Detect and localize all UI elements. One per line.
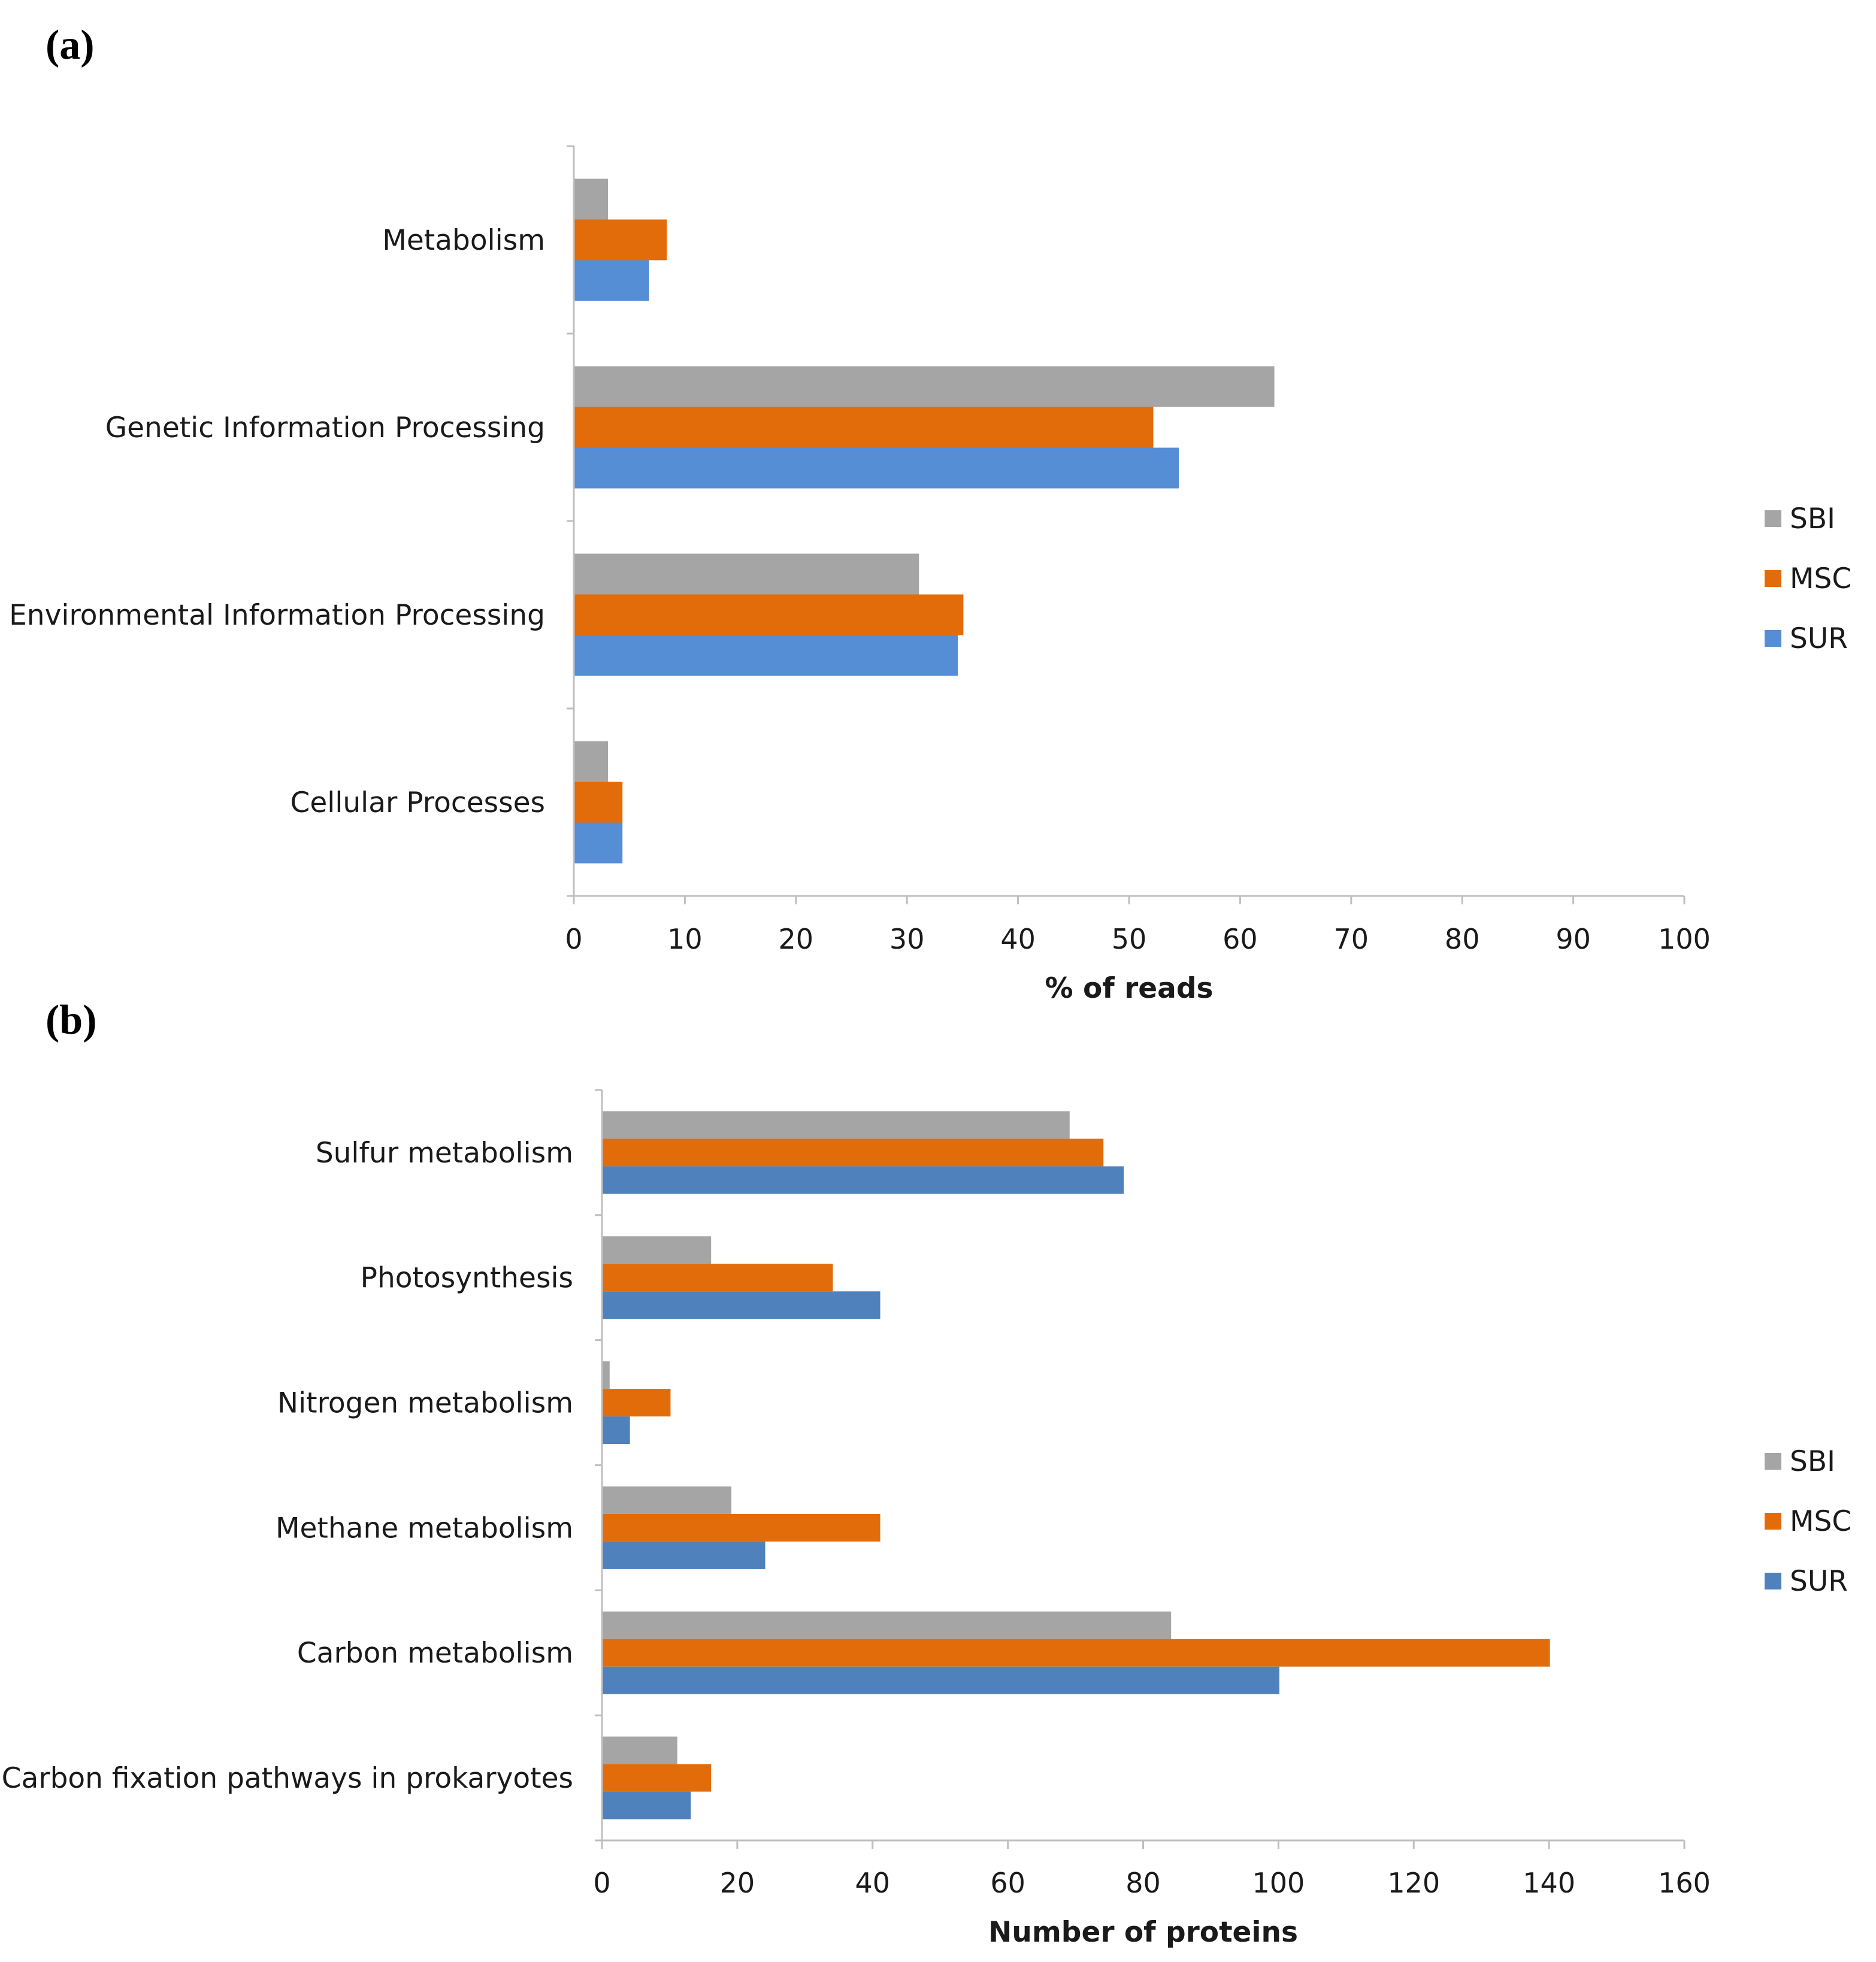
category-label-sulfur-metabolism: Sulfur metabolism xyxy=(316,1137,573,1170)
x-tick-label-a: 10 xyxy=(667,923,703,955)
bar-b-carbon-metabolism-msc xyxy=(603,1639,1550,1667)
category-label-environmental-information-processing: Environmental Information Processing xyxy=(9,599,545,632)
x-axis-title-b: Number of proteins xyxy=(988,1916,1298,1949)
bar-b-carbon-fixation-pathways-in-prokaryotes-msc xyxy=(603,1764,712,1792)
legend-swatch-b-sur xyxy=(1765,1573,1781,1589)
x-tick-label-b: 160 xyxy=(1658,1867,1711,1899)
legend-label-b-msc: MSC xyxy=(1790,1505,1851,1538)
legend-label-b-sur: SUR xyxy=(1790,1565,1848,1598)
x-tick-label-b: 140 xyxy=(1523,1867,1575,1899)
x-tick-label-a: 50 xyxy=(1112,923,1147,955)
bar-a-cellular-processes-sur xyxy=(574,822,623,864)
bar-a-genetic-information-processing-msc xyxy=(574,407,1154,448)
x-tick-label-a: 0 xyxy=(565,923,582,955)
x-tick-label-a: 30 xyxy=(889,923,925,955)
bar-b-methane-metabolism-sur xyxy=(603,1541,765,1569)
bar-a-environmental-information-processing-sur xyxy=(574,635,958,676)
bar-b-photosynthesis-msc xyxy=(603,1264,833,1292)
bar-a-cellular-processes-sbi xyxy=(574,741,609,782)
category-label-carbon-fixation-pathways-in-prokaryotes: Carbon fixation pathways in prokaryotes xyxy=(2,1762,573,1795)
category-label-genetic-information-processing: Genetic Information Processing xyxy=(105,411,545,444)
bar-b-sulfur-metabolism-sbi xyxy=(603,1111,1070,1139)
legend-label-a-sbi: SBI xyxy=(1790,502,1835,535)
x-tick-label-a: 40 xyxy=(1000,923,1036,955)
x-tick-label-a: 60 xyxy=(1223,923,1258,955)
category-label-nitrogen-metabolism: Nitrogen metabolism xyxy=(277,1387,573,1420)
bar-a-metabolism-sur xyxy=(574,260,649,301)
legend-swatch-a-sur xyxy=(1765,630,1781,647)
bar-b-nitrogen-metabolism-sbi xyxy=(603,1361,610,1389)
panel-a-label: (a) xyxy=(46,22,95,68)
legend-swatch-b-sbi xyxy=(1765,1453,1781,1470)
category-label-cellular-processes: Cellular Processes xyxy=(291,786,545,819)
x-tick-label-b: 20 xyxy=(720,1867,755,1899)
bar-b-photosynthesis-sur xyxy=(603,1291,880,1319)
bar-b-methane-metabolism-sbi xyxy=(603,1486,732,1514)
category-label-metabolism: Metabolism xyxy=(382,224,545,257)
x-tick-label-a: 70 xyxy=(1334,923,1369,955)
legend-swatch-a-sbi xyxy=(1765,510,1781,527)
bar-a-environmental-information-processing-sbi xyxy=(574,553,919,595)
bar-b-carbon-metabolism-sbi xyxy=(603,1611,1172,1639)
legend-label-a-sur: SUR xyxy=(1790,622,1848,655)
bar-b-nitrogen-metabolism-msc xyxy=(603,1389,671,1417)
legend-swatch-a-msc xyxy=(1765,570,1781,587)
bar-b-sulfur-metabolism-msc xyxy=(603,1139,1104,1167)
legend-label-b-sbi: SBI xyxy=(1790,1445,1835,1478)
bar-b-carbon-fixation-pathways-in-prokaryotes-sur xyxy=(603,1791,691,1819)
category-label-methane-metabolism: Methane metabolism xyxy=(276,1512,573,1545)
bar-b-carbon-metabolism-sur xyxy=(603,1666,1279,1694)
bar-b-carbon-fixation-pathways-in-prokaryotes-sbi xyxy=(603,1736,677,1764)
category-label-carbon-metabolism: Carbon metabolism xyxy=(297,1637,573,1670)
category-label-photosynthesis: Photosynthesis xyxy=(361,1262,573,1295)
x-tick-label-b: 40 xyxy=(855,1867,890,1899)
bar-a-genetic-information-processing-sur xyxy=(574,447,1179,489)
chart-a: 0 10 20 30 40 50 60 70 80 90 100 % of reads Metaboli… xyxy=(9,145,1851,1005)
bar-b-photosynthesis-sbi xyxy=(603,1236,712,1264)
bar-b-nitrogen-metabolism-sur xyxy=(603,1416,630,1445)
panel-b-label: (b) xyxy=(46,997,97,1043)
x-tick-label-b: 0 xyxy=(593,1867,610,1899)
x-tick-label-a: 100 xyxy=(1658,923,1711,955)
bar-a-cellular-processes-msc xyxy=(574,782,623,823)
x-tick-label-a: 20 xyxy=(779,923,814,955)
bar-a-metabolism-sbi xyxy=(574,178,609,220)
x-tick-label-b: 120 xyxy=(1387,1867,1440,1899)
legend-label-a-msc: MSC xyxy=(1790,562,1851,595)
x-tick-label-b: 100 xyxy=(1252,1867,1305,1899)
x-tick-label-a: 90 xyxy=(1556,923,1591,955)
x-tick-label-b: 80 xyxy=(1125,1867,1161,1899)
bar-a-environmental-information-processing-msc xyxy=(574,594,964,635)
chart-b: 0 20 40 60 80 100 120 140 160 Number of proteins S… xyxy=(2,1089,1851,1949)
bar-a-genetic-information-processing-sbi xyxy=(574,366,1275,407)
x-axis-title-a: % of reads xyxy=(1045,972,1214,1005)
bar-a-metabolism-msc xyxy=(574,219,667,261)
bar-b-sulfur-metabolism-sur xyxy=(603,1166,1124,1194)
x-tick-label-a: 80 xyxy=(1445,923,1480,955)
bar-b-methane-metabolism-msc xyxy=(603,1513,880,1542)
legend-swatch-b-msc xyxy=(1765,1513,1781,1530)
x-tick-label-b: 60 xyxy=(990,1867,1025,1899)
